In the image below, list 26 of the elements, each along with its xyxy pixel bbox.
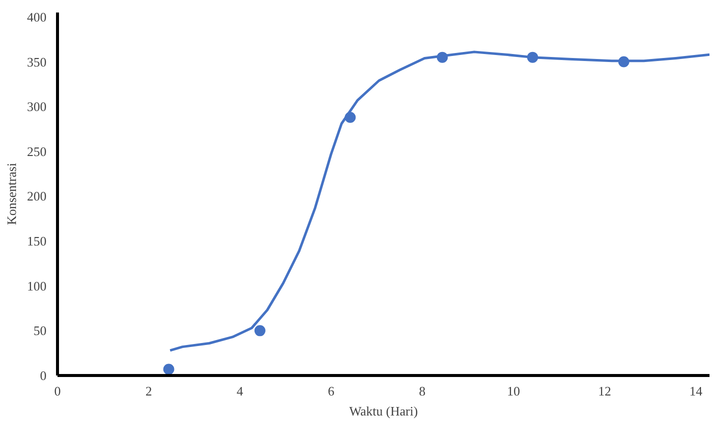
point	[254, 325, 266, 336]
y-tick-label: 150	[27, 234, 46, 249]
x-tick-label: 12	[598, 384, 612, 398]
point	[436, 52, 448, 63]
x-tick-label: 14	[689, 384, 703, 398]
x-tick-label: 6	[328, 384, 335, 398]
x-axis-title: Waktu (Hari)	[349, 404, 418, 418]
y-tick-label: 50	[34, 323, 46, 338]
x-tick-label: 0	[54, 384, 61, 398]
point	[618, 56, 630, 68]
point	[527, 52, 538, 63]
point	[344, 112, 356, 123]
x-tick-label: 8	[419, 384, 426, 398]
y-axis-title: Konsentrasi	[4, 162, 19, 226]
y-tick-label: 0	[40, 368, 46, 383]
x-tick-label: 10	[506, 384, 520, 398]
x-tick-label: 2	[145, 384, 152, 398]
line-series	[168, 50, 710, 352]
x-tick-label: 4	[236, 384, 244, 398]
y-tick-label: 350	[27, 54, 46, 70]
y-tick-label: 400	[27, 9, 46, 24]
y-tick-label: 250	[27, 144, 46, 159]
point	[163, 364, 174, 375]
y-tick-label: 300	[27, 99, 46, 114]
y-tick-label: 100	[27, 278, 46, 294]
y-tick-label: 200	[27, 188, 46, 204]
